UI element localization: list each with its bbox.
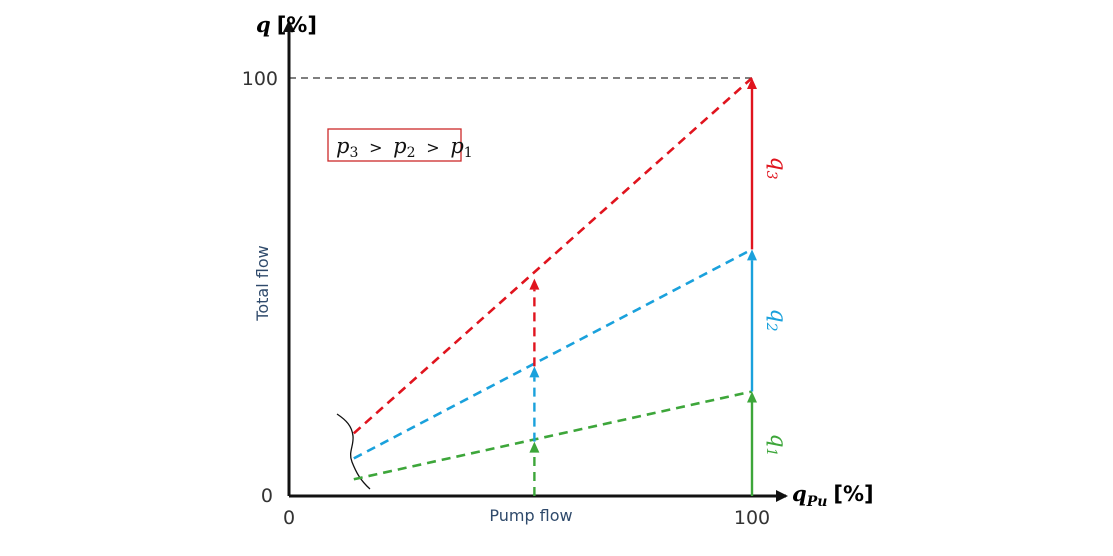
legend-box (327, 128, 462, 162)
x-axis-symbol: qPu [%] (792, 481, 874, 510)
label-q3: q3 (763, 156, 790, 179)
y-axis-symbol: q [%] (256, 12, 317, 37)
label-q2: q2 (763, 308, 790, 331)
arrow-head-mid-green (529, 441, 540, 453)
arrow-head-mid-red (529, 278, 540, 290)
y-axis-title: Total flow (253, 245, 272, 321)
series-line-p2 (353, 248, 753, 460)
axis-break-symbol (336, 413, 371, 490)
label-q1: q1 (763, 433, 790, 456)
arrow-head-q2-at-100 (747, 249, 757, 261)
legend-text: p3 > p2 > p1 (336, 134, 473, 162)
series-line-p1 (353, 390, 753, 481)
arrow-head-q3-at-100 (747, 78, 757, 89)
arrow-head-mid-blue (529, 366, 540, 378)
x-tick-0: 0 (283, 507, 295, 529)
chart-marks (352, 77, 757, 496)
y-tick-100: 100 (242, 68, 278, 90)
x-tick-100: 100 (734, 507, 770, 529)
arrow-head-q1-at-100 (747, 391, 757, 403)
x-axis-title: Pump flow (489, 506, 572, 525)
y-tick-0: 0 (261, 485, 273, 507)
